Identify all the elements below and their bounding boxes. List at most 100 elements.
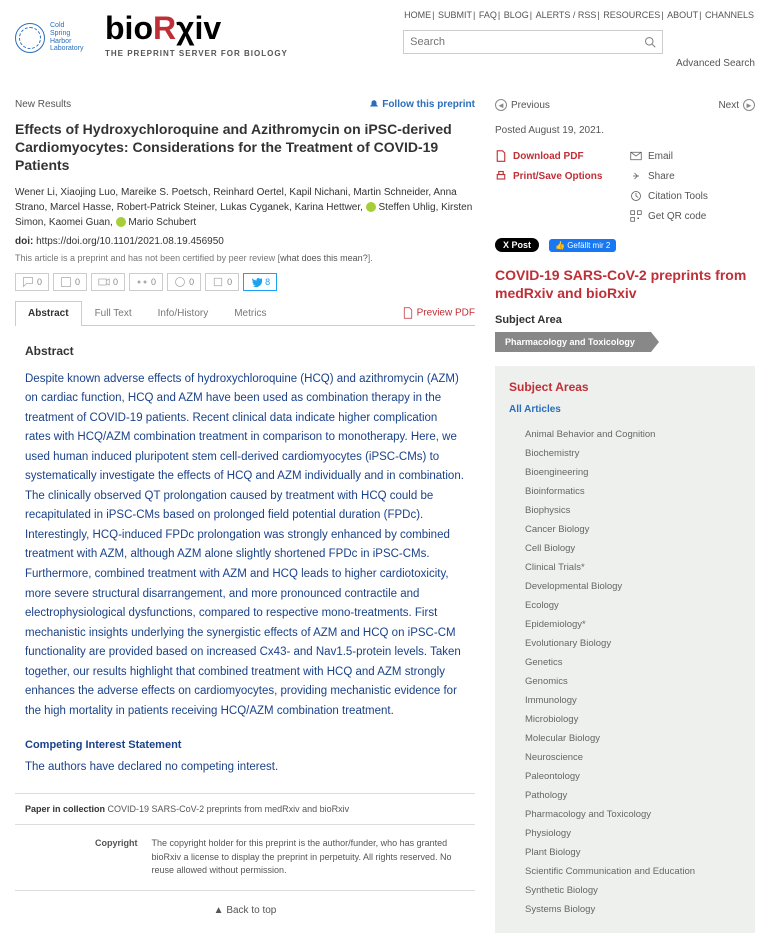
- print-icon: [495, 170, 507, 182]
- action-grid: Download PDF Email Print/Save Options Sh…: [495, 150, 755, 222]
- subject-area-item[interactable]: Developmental Biology: [525, 577, 741, 596]
- subject-area-item[interactable]: Cell Biology: [525, 539, 741, 558]
- subject-area-item[interactable]: Molecular Biology: [525, 729, 741, 748]
- what-does-this-mean-link[interactable]: what does this mean?: [280, 253, 368, 263]
- nav-faq[interactable]: FAQ: [479, 10, 497, 20]
- subject-area-item[interactable]: Evolutionary Biology: [525, 634, 741, 653]
- qr-code-link[interactable]: Get QR code: [630, 210, 755, 222]
- subject-area-item[interactable]: Ecology: [525, 596, 741, 615]
- prev-next-nav: ◄ Previous Next ►: [495, 99, 755, 111]
- subject-area-heading: Subject Area: [495, 314, 755, 326]
- article-title: Effects of Hydroxychloroquine and Azithr…: [15, 120, 475, 175]
- metric-link[interactable]: 0: [205, 273, 239, 291]
- competing-interest-text: The authors have declared no competing i…: [15, 761, 475, 773]
- next-link[interactable]: Next ►: [718, 99, 755, 111]
- tab-fulltext[interactable]: Full Text: [82, 301, 145, 325]
- covid-collection-link[interactable]: COVID-19 SARS-CoV-2 preprints from medRx…: [495, 266, 755, 302]
- copyright-label: Copyright: [95, 837, 138, 878]
- subject-area-tag[interactable]: Pharmacology and Toxicology: [495, 332, 651, 352]
- metric-video[interactable]: 0: [91, 273, 125, 291]
- metric-comments[interactable]: 0: [15, 273, 49, 291]
- email-icon: [630, 150, 642, 162]
- follow-preprint-link[interactable]: Follow this preprint: [369, 99, 475, 110]
- cshl-logo[interactable]: ColdSpringHarborLaboratory: [15, 10, 85, 65]
- qr-icon: [630, 210, 642, 222]
- subject-area-item[interactable]: Physiology: [525, 824, 741, 843]
- subject-areas-title: Subject Areas: [509, 380, 741, 394]
- collection-link[interactable]: COVID-19 SARS-CoV-2 preprints from medRx…: [108, 804, 350, 814]
- previous-link[interactable]: ◄ Previous: [495, 99, 550, 111]
- subject-area-item[interactable]: Systems Biology: [525, 900, 741, 919]
- citation-icon: [630, 190, 642, 202]
- back-to-top-link[interactable]: ▲ Back to top: [15, 891, 475, 930]
- nav-home[interactable]: HOME: [404, 10, 431, 20]
- subject-area-item[interactable]: Animal Behavior and Cognition: [525, 425, 741, 444]
- abstract-text: Despite known adverse effects of hydroxy…: [15, 370, 475, 722]
- copyright-section: Copyright The copyright holder for this …: [15, 825, 475, 891]
- biorxiv-logo[interactable]: bioRχiv THE PREPRINT SERVER FOR BIOLOGY: [105, 10, 288, 58]
- tagline: THE PREPRINT SERVER FOR BIOLOGY: [105, 49, 288, 58]
- subject-area-item[interactable]: Immunology: [525, 691, 741, 710]
- subject-area-item[interactable]: Biophysics: [525, 501, 741, 520]
- search-input[interactable]: [410, 36, 644, 48]
- subject-area-item[interactable]: Genetics: [525, 653, 741, 672]
- orcid-icon[interactable]: [366, 202, 376, 212]
- tab-abstract[interactable]: Abstract: [15, 301, 82, 326]
- bell-icon: [369, 99, 379, 109]
- subject-area-item[interactable]: Microbiology: [525, 710, 741, 729]
- subject-area-item[interactable]: Cancer Biology: [525, 520, 741, 539]
- nav-about[interactable]: ABOUT: [667, 10, 698, 20]
- subject-area-item[interactable]: Paleontology: [525, 767, 741, 786]
- preview-pdf-link[interactable]: Preview PDF: [402, 301, 475, 325]
- arrow-left-icon: ◄: [495, 99, 507, 111]
- subject-area-item[interactable]: Pharmacology and Toxicology: [525, 805, 741, 824]
- share-icon: [630, 170, 642, 182]
- top-nav: HOME| SUBMIT| FAQ| BLOG| ALERTS / RSS| R…: [403, 10, 755, 20]
- subject-areas-list: Animal Behavior and Cognition Biochemist…: [509, 425, 741, 919]
- nav-submit[interactable]: SUBMIT: [438, 10, 472, 20]
- metrics-row: 0 0 0 0 0 0 8: [15, 273, 475, 291]
- subject-area-item[interactable]: Scientific Communication and Education: [525, 862, 741, 881]
- all-articles-link[interactable]: All Articles: [509, 404, 741, 415]
- nav-channels[interactable]: CHANNELS: [705, 10, 754, 20]
- email-link[interactable]: Email: [630, 150, 755, 162]
- search-icon[interactable]: [644, 36, 656, 48]
- nav-blog[interactable]: BLOG: [504, 10, 529, 20]
- share-link[interactable]: Share: [630, 170, 755, 182]
- subject-area-item[interactable]: Biochemistry: [525, 444, 741, 463]
- subject-area-item[interactable]: Epidemiology*: [525, 615, 741, 634]
- competing-interest-heading: Competing Interest Statement: [15, 739, 475, 751]
- nav-alerts[interactable]: ALERTS / RSS: [536, 10, 597, 20]
- subject-area-item[interactable]: Pathology: [525, 786, 741, 805]
- x-post-button[interactable]: X Post: [495, 238, 539, 252]
- nav-resources[interactable]: RESOURCES: [603, 10, 660, 20]
- orcid-icon[interactable]: [116, 217, 126, 227]
- advanced-search-link[interactable]: Advanced Search: [403, 58, 755, 69]
- fb-like-button[interactable]: 👍 Gefällt mir 2: [549, 239, 616, 252]
- metric-blog[interactable]: 0: [167, 273, 201, 291]
- posted-date: Posted August 19, 2021.: [495, 125, 755, 136]
- citation-tools-link[interactable]: Citation Tools: [630, 190, 755, 202]
- subject-area-item[interactable]: Neuroscience: [525, 748, 741, 767]
- pdf-icon: [495, 150, 507, 162]
- pdf-icon: [402, 307, 414, 319]
- authors-list: Wener Li, Xiaojing Luo, Mareike S. Poets…: [15, 185, 475, 230]
- search-box[interactable]: [403, 30, 663, 54]
- subject-area-item[interactable]: Clinical Trials*: [525, 558, 741, 577]
- tab-info[interactable]: Info/History: [145, 301, 222, 325]
- doi-link[interactable]: https://doi.org/10.1101/2021.08.19.45695…: [36, 236, 224, 247]
- download-pdf-link[interactable]: Download PDF: [495, 150, 620, 162]
- article-status: New Results Follow this preprint: [15, 99, 475, 110]
- subject-area-item[interactable]: Bioengineering: [525, 463, 741, 482]
- metric-twitter[interactable]: 8: [243, 273, 277, 291]
- subject-areas-box: Subject Areas All Articles Animal Behavi…: [495, 366, 755, 933]
- article-tabs: Abstract Full Text Info/History Metrics …: [15, 301, 475, 326]
- subject-area-item[interactable]: Bioinformatics: [525, 482, 741, 501]
- subject-area-item[interactable]: Genomics: [525, 672, 741, 691]
- metric-mendeley[interactable]: 0: [129, 273, 163, 291]
- print-link[interactable]: Print/Save Options: [495, 170, 620, 182]
- metric-citeulike[interactable]: 0: [53, 273, 87, 291]
- tab-metrics[interactable]: Metrics: [221, 301, 279, 325]
- subject-area-item[interactable]: Plant Biology: [525, 843, 741, 862]
- subject-area-item[interactable]: Synthetic Biology: [525, 881, 741, 900]
